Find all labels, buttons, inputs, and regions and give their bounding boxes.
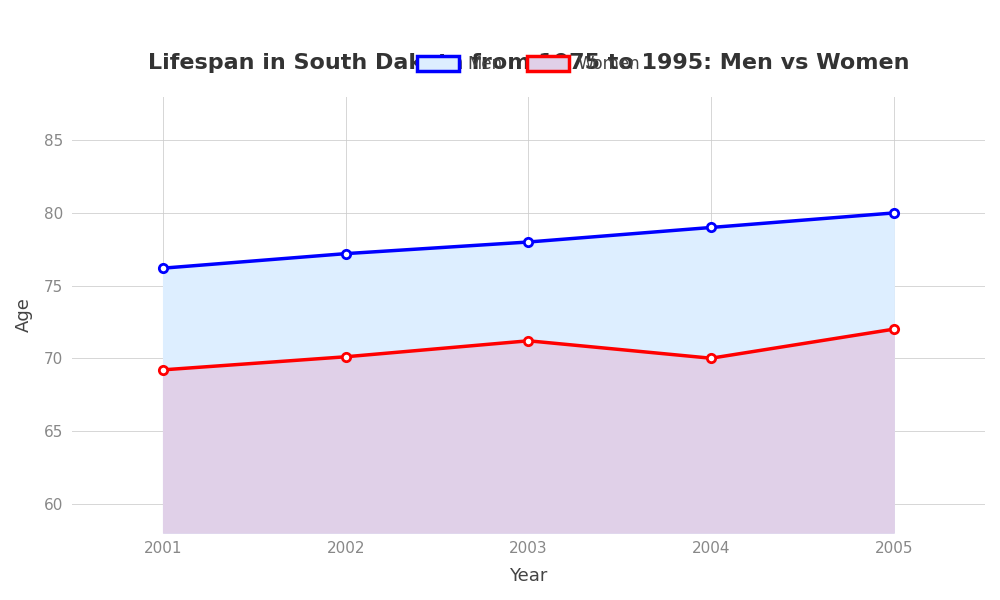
- X-axis label: Year: Year: [509, 567, 548, 585]
- Legend: Men, Women: Men, Women: [410, 49, 646, 80]
- Title: Lifespan in South Dakota from 1975 to 1995: Men vs Women: Lifespan in South Dakota from 1975 to 19…: [148, 53, 909, 73]
- Y-axis label: Age: Age: [15, 297, 33, 332]
